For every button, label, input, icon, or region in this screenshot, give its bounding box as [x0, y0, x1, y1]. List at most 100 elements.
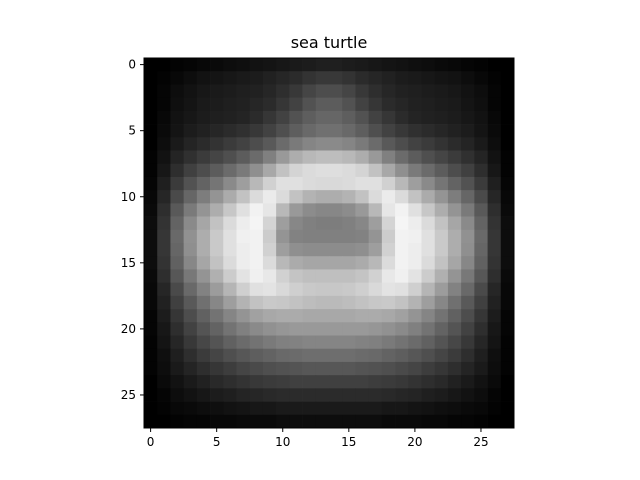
y-tick-label: 20: [121, 322, 136, 336]
heatmap-cell: [276, 335, 290, 350]
heatmap-cell: [395, 414, 409, 429]
heatmap-cell: [355, 322, 369, 336]
heatmap-cell: [487, 295, 502, 310]
heatmap-cell: [434, 124, 449, 138]
heatmap-cell: [447, 243, 462, 257]
heatmap-cell: [276, 309, 290, 323]
heatmap-cell: [461, 256, 475, 270]
heatmap-cell: [315, 150, 330, 165]
heatmap-cell: [236, 137, 251, 151]
heatmap-cell: [381, 348, 396, 363]
heatmap-cell: [487, 110, 502, 125]
heatmap-cell: [236, 71, 251, 85]
heatmap-cell: [447, 375, 462, 389]
heatmap-cell: [249, 309, 264, 323]
heatmap-cell: [223, 269, 237, 283]
heatmap-cell: [487, 414, 502, 429]
heatmap-cell: [289, 414, 303, 429]
heatmap-cell: [487, 256, 502, 270]
heatmap-cell: [408, 282, 422, 297]
heatmap-cell: [157, 256, 171, 270]
heatmap-cell: [408, 335, 422, 350]
heatmap-cell: [329, 110, 343, 125]
heatmap-cell: [434, 190, 449, 204]
heatmap-cell: [329, 335, 343, 350]
heatmap-cell: [196, 243, 211, 257]
heatmap-cell: [500, 229, 515, 244]
heatmap-cell: [170, 229, 184, 244]
heatmap-cell: [447, 361, 462, 376]
heatmap-cell: [144, 414, 158, 429]
heatmap-cell: [170, 322, 184, 336]
heatmap-cell: [368, 256, 383, 270]
heatmap-cell: [500, 414, 515, 429]
heatmap-cell: [223, 150, 237, 165]
heatmap-cell: [447, 282, 462, 297]
heatmap-cell: [355, 190, 369, 204]
heatmap-cell: [289, 150, 303, 165]
heatmap-cell: [170, 335, 184, 350]
heatmap-cell: [421, 309, 436, 323]
heatmap-cell: [249, 58, 264, 72]
heatmap-cell: [302, 150, 317, 165]
heatmap-cell: [342, 216, 356, 231]
heatmap-cell: [289, 176, 303, 191]
heatmap-cell: [461, 361, 475, 376]
heatmap-cell: [355, 137, 369, 151]
heatmap-cell: [249, 361, 264, 376]
heatmap-cell: [434, 216, 449, 231]
heatmap-cell: [157, 97, 171, 112]
heatmap-cell: [276, 216, 290, 231]
heatmap-cell: [342, 243, 356, 257]
heatmap-cell: [289, 110, 303, 125]
heatmap-cell: [342, 414, 356, 429]
heatmap-cell: [421, 84, 436, 98]
heatmap-cell: [262, 414, 277, 429]
heatmap-cell: [144, 335, 158, 350]
heatmap-cell: [461, 203, 475, 217]
heatmap-cell: [170, 414, 184, 429]
heatmap-cell: [210, 229, 224, 244]
heatmap-cell: [408, 137, 422, 151]
heatmap-cell: [289, 388, 303, 402]
heatmap-cell: [144, 361, 158, 376]
heatmap-cell: [196, 97, 211, 112]
heatmap-cell: [196, 124, 211, 138]
heatmap-cell: [315, 256, 330, 270]
heatmap-cell: [474, 190, 488, 204]
heatmap-cell: [236, 295, 251, 310]
heatmap-cell: [183, 110, 198, 125]
heatmap-cell: [368, 322, 383, 336]
heatmap-cell: [447, 309, 462, 323]
heatmap-cell: [262, 216, 277, 231]
heatmap-cell: [487, 216, 502, 231]
heatmap-cell: [183, 163, 198, 178]
heatmap-cell: [474, 309, 488, 323]
heatmap-cell: [368, 124, 383, 138]
heatmap-cell: [329, 137, 343, 151]
heatmap-cell: [342, 229, 356, 244]
heatmap-cell: [461, 97, 475, 112]
heatmap-cell: [421, 295, 436, 310]
heatmap-cell: [342, 309, 356, 323]
heatmap-cell: [302, 388, 317, 402]
heatmap-cell: [302, 216, 317, 231]
heatmap-cell: [170, 58, 184, 72]
heatmap-cell: [183, 256, 198, 270]
heatmap-cell: [368, 176, 383, 191]
heatmap-cell: [447, 216, 462, 231]
heatmap-cell: [262, 335, 277, 350]
heatmap-cell: [447, 269, 462, 283]
heatmap-cell: [262, 322, 277, 336]
heatmap-cell: [249, 388, 264, 402]
heatmap-cell: [236, 150, 251, 165]
heatmap-cell: [210, 58, 224, 72]
heatmap-cell: [236, 190, 251, 204]
heatmap-cell: [461, 375, 475, 389]
heatmap-cell: [474, 176, 488, 191]
heatmap-cell: [144, 163, 158, 178]
heatmap-cell: [170, 295, 184, 310]
heatmap-cell: [196, 176, 211, 191]
heatmap-cell: [500, 84, 515, 98]
heatmap-cell: [196, 335, 211, 350]
